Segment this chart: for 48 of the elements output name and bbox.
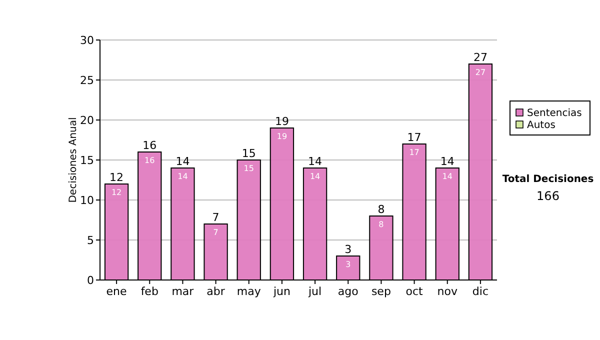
- total-label: 12: [110, 171, 124, 184]
- y-tick-label: 15: [80, 154, 94, 167]
- legend-label: Sentencias: [527, 108, 582, 119]
- x-tick-label: dic: [472, 285, 489, 298]
- text: 166: [536, 189, 560, 203]
- x-tick-label: feb: [140, 285, 158, 298]
- data-label: 8: [378, 220, 384, 229]
- total-label: 19: [274, 115, 289, 128]
- y-tick-label: 5: [87, 234, 94, 247]
- x-tick-label: jun: [272, 285, 290, 298]
- total-label: 14: [440, 155, 454, 168]
- total-label: 14: [176, 155, 190, 168]
- total-label: 8: [378, 203, 385, 216]
- data-label: 3: [346, 260, 351, 269]
- y-tick-label: 30: [80, 34, 94, 47]
- data-label: 14: [178, 172, 188, 181]
- x-tick-label: mar: [172, 285, 194, 298]
- data-label: 16: [144, 156, 155, 165]
- y-tick-label: 25: [80, 74, 94, 87]
- total-label: 17: [407, 131, 422, 144]
- data-label: 27: [475, 68, 486, 77]
- x-tick-label: sep: [371, 285, 391, 298]
- y-tick-label: 10: [80, 194, 94, 207]
- data-label: 7: [213, 228, 218, 237]
- data-label: 14: [310, 172, 320, 181]
- y-tick-label: 0: [87, 274, 94, 287]
- total-label: 3: [344, 243, 352, 256]
- x-tick-label: oct: [406, 285, 424, 298]
- y-axis-title: Decisiones Anual: [68, 117, 79, 203]
- total-label: 16: [142, 139, 157, 152]
- x-tick-label: jul: [307, 285, 322, 298]
- x-tick-label: ago: [338, 285, 359, 298]
- total-label: 14: [308, 155, 322, 168]
- x-tick-label: abr: [206, 285, 226, 298]
- data-label: 12: [111, 188, 122, 197]
- total-label: 27: [473, 51, 488, 64]
- data-label: 14: [442, 172, 452, 181]
- x-tick-label: nov: [437, 285, 458, 298]
- data-label: 15: [244, 164, 254, 173]
- data-label: 17: [409, 148, 420, 157]
- x-tick-label: may: [236, 285, 262, 298]
- legend-label: Autos: [527, 120, 556, 131]
- total-label: 15: [242, 147, 256, 160]
- y-tick-label: 20: [80, 114, 94, 127]
- data-label: 19: [276, 132, 288, 141]
- total-label: 7: [212, 211, 220, 224]
- text: Total Decisiones: [502, 174, 594, 185]
- x-tick-label: ene: [106, 285, 128, 298]
